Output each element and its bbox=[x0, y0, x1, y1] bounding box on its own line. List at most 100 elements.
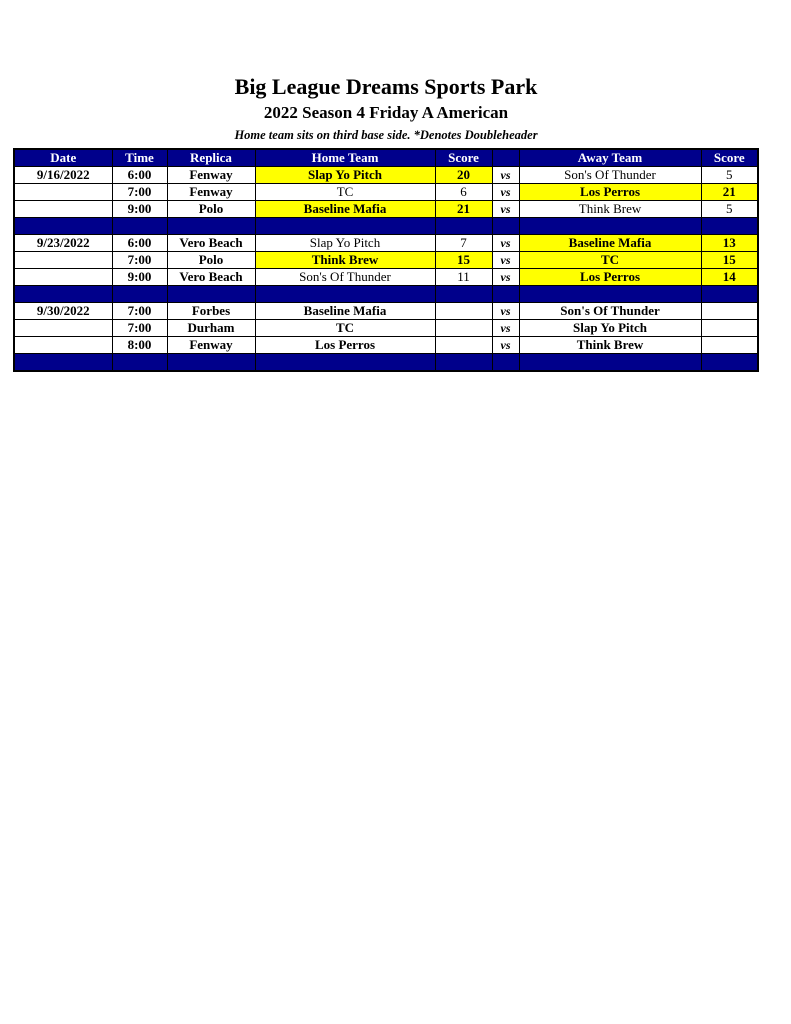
replica-cell: Fenway bbox=[166, 183, 256, 201]
home-score-cell: 6 bbox=[434, 183, 493, 201]
date-cell bbox=[13, 183, 113, 201]
away-team-cell: Baseline Mafia bbox=[518, 234, 702, 252]
away-score-cell: 5 bbox=[700, 166, 759, 184]
away-team-cell: Son's Of Thunder bbox=[518, 302, 702, 320]
separator-cell bbox=[700, 285, 759, 303]
vs-cell: vs bbox=[491, 336, 520, 354]
separator-cell bbox=[111, 285, 168, 303]
home-score-cell bbox=[434, 302, 493, 320]
away-team-cell: TC bbox=[518, 251, 702, 269]
separator-cell bbox=[518, 217, 702, 235]
home-team-cell: Think Brew bbox=[254, 251, 436, 269]
separator-cell bbox=[111, 353, 168, 372]
table-row: 9/23/2022 6:00 Vero Beach Slap Yo Pitch 7 vs B… bbox=[13, 234, 759, 252]
away-team-cell: Los Perros bbox=[518, 268, 702, 286]
vs-cell: vs bbox=[491, 251, 520, 269]
away-team-cell: Son's Of Thunder bbox=[518, 166, 702, 184]
separator-cell bbox=[434, 217, 493, 235]
separator-cell bbox=[518, 285, 702, 303]
time-cell: 6:00 bbox=[111, 166, 168, 184]
col-replica: Replica bbox=[166, 148, 256, 167]
away-team-cell: Think Brew bbox=[518, 200, 702, 218]
col-date: Date bbox=[13, 148, 113, 167]
time-cell: 7:00 bbox=[111, 302, 168, 320]
separator-cell bbox=[700, 217, 759, 235]
home-score-cell: 15 bbox=[434, 251, 493, 269]
separator-cell bbox=[491, 217, 520, 235]
separator-cell bbox=[254, 285, 436, 303]
home-score-cell bbox=[434, 336, 493, 354]
home-score-cell bbox=[434, 319, 493, 337]
date-cell bbox=[13, 319, 113, 337]
replica-cell: Polo bbox=[166, 251, 256, 269]
time-cell: 9:00 bbox=[111, 268, 168, 286]
separator-row bbox=[13, 217, 759, 235]
replica-cell: Vero Beach bbox=[166, 268, 256, 286]
away-score-cell bbox=[700, 302, 759, 320]
vs-cell: vs bbox=[491, 166, 520, 184]
col-home-score: Score bbox=[434, 148, 493, 167]
replica-cell: Forbes bbox=[166, 302, 256, 320]
separator-cell bbox=[491, 285, 520, 303]
separator-cell bbox=[111, 217, 168, 235]
away-score-cell: 15 bbox=[700, 251, 759, 269]
replica-cell: Vero Beach bbox=[166, 234, 256, 252]
home-score-cell: 20 bbox=[434, 166, 493, 184]
date-cell bbox=[13, 336, 113, 354]
replica-cell: Fenway bbox=[166, 166, 256, 184]
header-row: Date Time Replica Home Team Score Away T… bbox=[13, 148, 759, 167]
note: Home team sits on third base side. *Deno… bbox=[234, 128, 538, 142]
time-cell: 7:00 bbox=[111, 319, 168, 337]
replica-cell: Polo bbox=[166, 200, 256, 218]
page-subtitle: 2022 Season 4 Friday A American bbox=[263, 103, 509, 122]
home-score-cell: 11 bbox=[434, 268, 493, 286]
separator-cell bbox=[166, 353, 256, 372]
away-score-cell: 5 bbox=[700, 200, 759, 218]
separator-cell bbox=[13, 285, 113, 303]
separator-cell bbox=[434, 353, 493, 372]
replica-cell: Fenway bbox=[166, 336, 256, 354]
home-team-cell: Los Perros bbox=[254, 336, 436, 354]
time-cell: 7:00 bbox=[111, 183, 168, 201]
away-score-cell bbox=[700, 336, 759, 354]
separator-cell bbox=[254, 217, 436, 235]
away-team-cell: Los Perros bbox=[518, 183, 702, 201]
table-row: 7:00 Fenway TC 6 vs Los Perros 21 bbox=[13, 183, 759, 201]
col-vs bbox=[491, 148, 520, 167]
separator-cell bbox=[13, 217, 113, 235]
home-team-cell: Baseline Mafia bbox=[254, 200, 436, 218]
date-cell bbox=[13, 268, 113, 286]
separator-cell bbox=[254, 353, 436, 372]
table-row: 9/16/2022 6:00 Fenway Slap Yo Pitch 20 vs Son'… bbox=[13, 166, 759, 184]
separator-cell bbox=[518, 353, 702, 372]
home-team-cell: Son's Of Thunder bbox=[254, 268, 436, 286]
away-score-cell: 13 bbox=[700, 234, 759, 252]
separator-row bbox=[13, 285, 759, 303]
away-score-cell: 21 bbox=[700, 183, 759, 201]
home-team-cell: TC bbox=[254, 183, 436, 201]
separator-cell bbox=[491, 353, 520, 372]
date-cell: 9/23/2022 bbox=[13, 234, 113, 252]
col-home-team: Home Team bbox=[254, 148, 436, 167]
table-row: 9:00 Polo Baseline Mafia 21 vs Think Brew 5 bbox=[13, 200, 759, 218]
separator-row bbox=[13, 353, 759, 372]
separator-cell bbox=[434, 285, 493, 303]
table-row: 8:00 Fenway Los Perros vs Think Brew bbox=[13, 336, 759, 354]
separator-cell bbox=[166, 285, 256, 303]
away-team-cell: Slap Yo Pitch bbox=[518, 319, 702, 337]
away-score-cell bbox=[700, 319, 759, 337]
vs-cell: vs bbox=[491, 319, 520, 337]
replica-cell: Durham bbox=[166, 319, 256, 337]
time-cell: 8:00 bbox=[111, 336, 168, 354]
separator-cell bbox=[166, 217, 256, 235]
table-row: 7:00 Polo Think Brew 15 vs TC 15 bbox=[13, 251, 759, 269]
vs-cell: vs bbox=[491, 302, 520, 320]
col-time: Time bbox=[111, 148, 168, 167]
vs-cell: vs bbox=[491, 234, 520, 252]
home-team-cell: TC bbox=[254, 319, 436, 337]
time-cell: 9:00 bbox=[111, 200, 168, 218]
home-score-cell: 7 bbox=[434, 234, 493, 252]
date-cell: 9/16/2022 bbox=[13, 166, 113, 184]
schedule-table: Date Time Replica Home Team Score Away T… bbox=[13, 148, 759, 372]
col-away-team: Away Team bbox=[518, 148, 702, 167]
